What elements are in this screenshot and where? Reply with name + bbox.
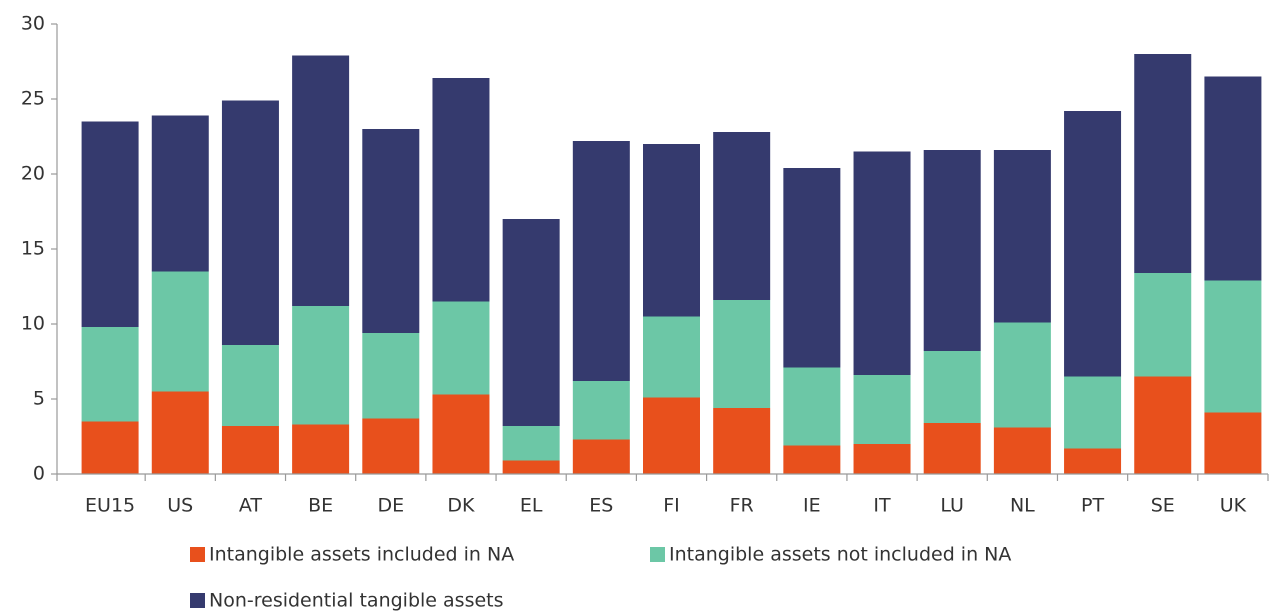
x-tick-label: DE (377, 495, 404, 517)
x-tick-label: SE (1151, 495, 1175, 517)
bar-segment (502, 426, 560, 461)
bar-segment (432, 301, 490, 395)
bar-segment (572, 141, 630, 381)
bar-segment (853, 444, 911, 474)
y-tick-label: 0 (33, 463, 45, 485)
bar-segment (572, 381, 630, 440)
y-tick-label: 10 (21, 313, 45, 335)
y-tick-label: 30 (21, 13, 45, 35)
bar-segment (292, 424, 350, 474)
bar-segment (853, 375, 911, 444)
x-tick-label: BE (308, 495, 333, 517)
y-tick-label: 5 (33, 388, 45, 410)
bar-segment (1064, 448, 1122, 474)
bar-segment (292, 306, 350, 425)
bar-segment (783, 168, 841, 368)
legend-swatch (190, 547, 205, 562)
bar-segment (502, 460, 560, 474)
bar-segment (783, 367, 841, 446)
x-tick-label: LU (940, 495, 964, 517)
x-tick-label: EU15 (85, 495, 135, 517)
bar-segment (81, 121, 139, 327)
x-tick-label: IE (803, 495, 821, 517)
x-tick-label: FR (730, 495, 754, 517)
bar-segment (713, 132, 771, 300)
legend-label: Non-residential tangible assets (209, 590, 504, 612)
x-tick-label: US (167, 495, 193, 517)
legend-swatch (650, 547, 665, 562)
x-tick-label: DK (447, 495, 475, 517)
x-tick-label: UK (1220, 495, 1247, 517)
legend-label: Intangible assets not included in NA (669, 544, 1011, 566)
bar-segment (1064, 111, 1122, 377)
bar-segment (853, 151, 911, 375)
bar-segment (783, 445, 841, 474)
legend-label: Intangible assets included in NA (209, 544, 514, 566)
bar-segment (993, 427, 1051, 474)
bar-segment (713, 408, 771, 474)
bar-segment (572, 439, 630, 474)
bar-segment (643, 144, 700, 317)
x-tick-label: PT (1081, 495, 1104, 517)
bar-segment (151, 115, 209, 272)
bar-segment (713, 300, 771, 408)
bar-segment (432, 394, 490, 474)
bar-segment (923, 423, 981, 474)
x-tick-label: EL (520, 495, 543, 517)
bar-segment (643, 397, 700, 474)
bar-segment (362, 129, 420, 333)
bar-segment (502, 219, 560, 426)
x-tick-label: FI (663, 495, 680, 517)
bar-segment (1134, 376, 1192, 474)
bar-segment (151, 271, 209, 392)
bar-segment (1204, 76, 1262, 281)
bar-segment (1134, 54, 1192, 273)
bar-segment (1204, 280, 1262, 413)
bar-segment (993, 150, 1051, 323)
x-tick-label: AT (239, 495, 263, 517)
bar-segment (362, 418, 420, 474)
bar-segment (1204, 412, 1262, 474)
y-tick-label: 25 (21, 88, 45, 110)
bar-segment (221, 426, 279, 474)
x-tick-label: IT (873, 495, 891, 517)
bar-segment (1134, 273, 1192, 377)
bar-segment (923, 351, 981, 423)
bar-segment (993, 322, 1051, 428)
bar-segment (221, 345, 279, 426)
bar-segment (362, 333, 420, 419)
bar-segment (151, 391, 209, 474)
bar-segment (81, 421, 139, 474)
bar-segment (292, 55, 350, 306)
x-tick-label: NL (1010, 495, 1035, 517)
bar-segment (643, 316, 700, 398)
bar-segment (81, 327, 139, 422)
bar-segment (432, 78, 490, 302)
bar-segment (923, 150, 981, 351)
y-tick-label: 15 (21, 238, 45, 260)
bar-segment (1064, 376, 1122, 449)
bar-segment (221, 100, 279, 345)
y-tick-label: 20 (21, 163, 45, 185)
x-tick-label: ES (589, 495, 613, 517)
legend-swatch (190, 593, 205, 608)
